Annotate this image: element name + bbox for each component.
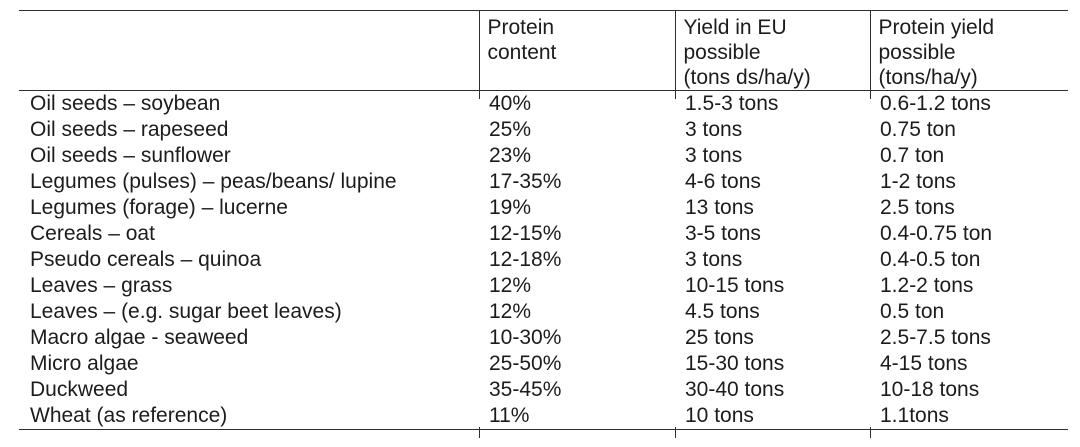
protein-yield-cell: 0.4-0.5 ton	[880, 248, 981, 271]
table-header: Protein content Yield in EU possible (to…	[19, 10, 1068, 91]
column-header-yield-eu-label: Yield in EU possible (tons ds/ha/y)	[683, 16, 811, 89]
yield-eu-cell: 30-40 tons	[685, 378, 785, 401]
protein-yield-cell: 0.4-0.75 ton	[880, 222, 993, 245]
bottom-column-border-tick	[675, 427, 676, 438]
table-row: Wheat (as reference) 11% 10 tons 1.1tons	[19, 403, 1068, 430]
protein-content-cell: 10-30%	[489, 326, 562, 349]
protein-content-cell: 12-15%	[489, 222, 562, 245]
bottom-column-border-tick	[870, 427, 871, 438]
yield-eu-cell: 3 tons	[685, 248, 743, 271]
table-body: Oil seeds – soybean 40% 1.5-3 tons 0.6-1.2 …	[19, 91, 1068, 430]
protein-content-cell: 12-18%	[489, 248, 562, 271]
header-column-border-tick	[479, 89, 480, 99]
protein-yield-cell: 0.6-1.2 tons	[880, 92, 991, 115]
protein-content-cell: 25-50%	[489, 352, 562, 375]
table-row: Oil seeds – soybean 40% 1.5-3 tons 0.6-1.2 …	[19, 91, 1068, 118]
protein-content-cell: 12%	[489, 274, 532, 297]
protein-content-cell: 35-45%	[489, 378, 562, 401]
yield-eu-cell: 25 tons	[685, 326, 754, 349]
yield-eu-cell: 3-5 tons	[685, 222, 761, 245]
row-label-cell: Duckweed	[30, 378, 129, 401]
yield-eu-cell: 3 tons	[685, 118, 743, 141]
yield-eu-cell: 4-6 tons	[685, 170, 761, 193]
row-label-cell: Macro algae - seaweed	[30, 326, 249, 349]
protein-yield-cell: 2.5 tons	[880, 196, 955, 219]
protein-sources-table: Protein content Yield in EU possible (to…	[19, 10, 1068, 430]
row-label-cell: Leaves – (e.g. sugar beet leaves)	[30, 300, 342, 323]
protein-sources-table-wrap: Protein content Yield in EU possible (to…	[19, 10, 1068, 438]
protein-content-cell: 12%	[489, 300, 532, 323]
table-row: Pseudo cereals – quinoa 12-18% 3 tons 0.4-0…	[19, 247, 1068, 273]
table-row: Duckweed 35-45% 30-40 tons 10-18 tons	[19, 377, 1068, 403]
table-row: Oil seeds – rapeseed 25% 3 tons 0.75 ton	[19, 117, 1068, 143]
protein-content-cell: 23%	[489, 144, 532, 167]
row-label-cell: Oil seeds – rapeseed	[30, 118, 229, 141]
row-label-cell: Micro algae	[30, 352, 139, 375]
protein-yield-cell: 0.5 ton	[880, 300, 945, 323]
protein-content-cell: 17-35%	[489, 170, 562, 193]
table-row: Leaves – (e.g. sugar beet leaves) 12% 4.5 …	[19, 299, 1068, 325]
row-label-cell: Legumes (pulses) – peas/beans/ lupine	[30, 170, 397, 193]
protein-content-cell: 25%	[489, 118, 532, 141]
table-row: Leaves – grass 12% 10-15 tons 1.2-2 tons	[19, 273, 1068, 299]
column-header-yield-eu: Yield in EU possible (tons ds/ha/y)	[674, 10, 870, 91]
table-row: Legumes (pulses) – peas/beans/ lupine 17-…	[19, 169, 1068, 195]
protein-yield-cell: 0.7 ton	[880, 144, 945, 167]
yield-eu-cell: 15-30 tons	[685, 352, 785, 375]
protein-content-cell: 40%	[489, 92, 532, 115]
yield-eu-cell: 3 tons	[685, 144, 743, 167]
row-label-cell: Pseudo cereals – quinoa	[30, 248, 262, 271]
column-header-protein-content-label: Protein content	[487, 16, 557, 64]
row-label-cell: Oil seeds – sunflower	[30, 144, 231, 167]
yield-eu-cell: 10 tons	[675, 403, 870, 430]
table-row: Micro algae 25-50% 15-30 tons 4-15 tons	[19, 351, 1068, 377]
row-label-cell: Oil seeds – soybean	[30, 92, 221, 115]
header-row: Protein content Yield in EU possible (to…	[19, 10, 1068, 91]
yield-eu-cell: 4.5 tons	[685, 300, 760, 323]
column-header-protein-yield: Protein yield possible (tons/ha/y)	[869, 10, 1068, 91]
row-label-cell: Leaves – grass	[30, 274, 173, 297]
table-row: Cereals – oat 12-15% 3-5 tons 0.4-0.75 ton	[19, 221, 1068, 247]
protein-yield-cell: 1-2 tons	[880, 170, 956, 193]
bottom-column-border-tick	[479, 427, 480, 438]
yield-eu-cell: 1.5-3 tons	[685, 92, 779, 115]
protein-content-cell: 19%	[489, 196, 532, 219]
protein-content-cell: 11%	[479, 403, 675, 430]
protein-yield-cell: 1.2-2 tons	[880, 274, 974, 297]
yield-eu-cell: 13 tons	[685, 196, 754, 219]
table-row: Oil seeds – sunflower 23% 3 tons 0.7 ton	[19, 143, 1068, 169]
header-column-border-tick	[675, 89, 676, 99]
header-column-border-tick	[870, 89, 871, 99]
column-header-source	[19, 10, 479, 91]
protein-yield-cell: 2.5-7.5 tons	[880, 326, 991, 349]
yield-eu-cell: 10-15 tons	[685, 274, 785, 297]
column-header-protein-content: Protein content	[478, 10, 675, 91]
column-header-protein-yield-label: Protein yield possible (tons/ha/y)	[878, 16, 995, 89]
protein-yield-cell: 0.75 ton	[880, 118, 956, 141]
protein-yield-cell: 4-15 tons	[880, 352, 968, 375]
table-row: Legumes (forage) – lucerne 19% 13 tons 2.5 …	[19, 195, 1068, 221]
row-label-cell: Cereals – oat	[30, 222, 155, 245]
table-row: Macro algae - seaweed 10-30% 25 tons 2.5-7.…	[19, 325, 1068, 351]
protein-yield-cell: 1.1tons	[870, 403, 1068, 430]
row-label-cell: Legumes (forage) – lucerne	[30, 196, 288, 219]
protein-yield-cell: 10-18 tons	[880, 378, 980, 401]
row-label-cell: Wheat (as reference)	[19, 403, 479, 430]
